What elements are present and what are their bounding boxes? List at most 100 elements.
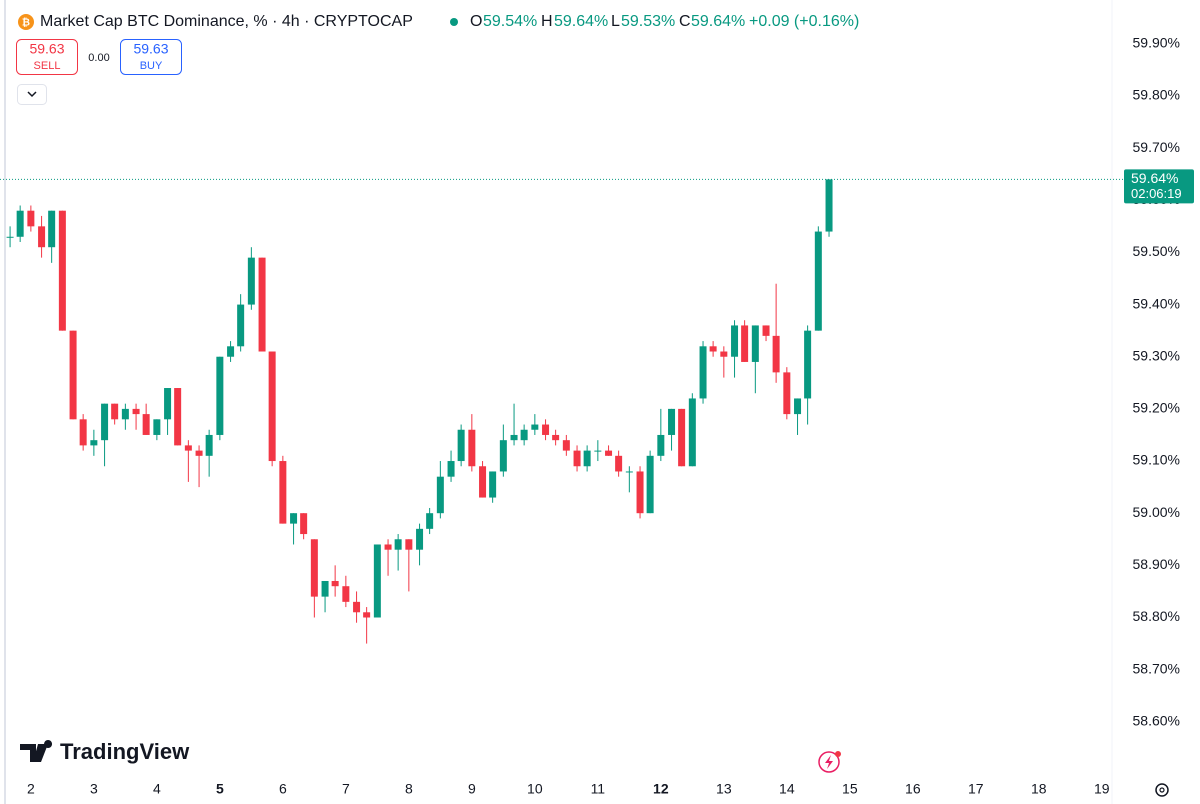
candle-body [405, 539, 413, 550]
x-tick-label: 13 [716, 781, 732, 797]
o-value: 59.54% [483, 13, 537, 30]
x-tick-label: 10 [527, 781, 543, 797]
y-tick-label: 59.20% [1133, 400, 1180, 416]
candle-body [290, 513, 298, 524]
candle-body [16, 210, 24, 237]
candle-body [542, 424, 550, 435]
collapse-button[interactable] [17, 84, 47, 105]
candle-body [300, 513, 308, 535]
candle-body [605, 450, 613, 456]
x-tick-label: 4 [153, 781, 161, 797]
x-tick-label: 16 [905, 781, 921, 797]
candle-body [668, 408, 676, 435]
candle-body [741, 325, 749, 362]
x-tick-label: 6 [279, 781, 287, 797]
c-label: C [679, 13, 691, 30]
candle-body [772, 335, 780, 373]
candle-body [762, 325, 770, 336]
candle-body [342, 586, 350, 602]
candle-body [90, 440, 98, 446]
candle-body [132, 408, 140, 415]
candle-body [247, 257, 255, 305]
x-tick-label: 14 [779, 781, 795, 797]
candle-body [594, 450, 602, 452]
candle-body [720, 351, 728, 357]
candle-body [321, 580, 329, 597]
x-tick-label: 7 [342, 781, 350, 797]
candle-body [468, 429, 476, 467]
candle-body [552, 434, 560, 441]
candle-body [731, 325, 739, 357]
candle-body [562, 440, 570, 451]
candle-body [373, 544, 381, 618]
candle-body [825, 179, 833, 232]
candle-body [142, 414, 150, 435]
y-tick-label: 59.30% [1133, 347, 1180, 363]
candle-body [6, 236, 14, 238]
candle-body [331, 580, 339, 587]
y-tick-label: 58.90% [1133, 556, 1180, 572]
candle-body [48, 210, 56, 248]
y-tick-label: 58.70% [1133, 660, 1180, 676]
last-price-label: 59.64% [1131, 170, 1178, 186]
candle-body [353, 601, 361, 613]
h-label: H [541, 13, 553, 30]
x-tick-label: 12 [653, 781, 669, 797]
candle-body [531, 424, 539, 430]
candle-body [310, 539, 318, 597]
l-value: 59.53% [621, 13, 675, 30]
candle-body [479, 466, 487, 498]
y-tick-label: 59.40% [1133, 295, 1180, 311]
y-tick-label: 59.70% [1133, 139, 1180, 155]
candle-body [510, 434, 518, 441]
candle-body [457, 429, 465, 462]
btc-icon-glyph: ₿ [22, 17, 30, 29]
candle-body [678, 408, 686, 467]
candle-body [79, 419, 87, 446]
candle-body [447, 461, 455, 477]
candle-body [227, 346, 235, 357]
candle-body [583, 450, 591, 467]
candle-body [814, 231, 822, 331]
o-label: O [470, 13, 482, 30]
x-tick-label: 2 [27, 781, 35, 797]
candle-body [709, 346, 717, 352]
candle-body [573, 450, 581, 467]
candle-body [101, 403, 109, 441]
candle-body [783, 372, 791, 415]
sell-button[interactable] [16, 39, 78, 75]
y-tick-label: 59.50% [1133, 243, 1180, 259]
candle-body [688, 398, 696, 467]
y-tick-label: 59.80% [1133, 87, 1180, 103]
logo-icon [20, 740, 53, 762]
settings-icon-core [1159, 787, 1165, 793]
chevron [27, 91, 37, 98]
candle-body [216, 356, 224, 435]
candle-body [258, 257, 266, 352]
candle-body [636, 471, 644, 514]
spread: 0.00 [88, 52, 109, 64]
candle-body [164, 388, 172, 420]
y-tick-label: 59.10% [1133, 452, 1180, 468]
x-tick-label: 9 [468, 781, 476, 797]
bolt-icon[interactable] [818, 751, 840, 773]
c-value: 59.64% [691, 13, 745, 30]
x-tick-label: 19 [1094, 781, 1110, 797]
candle-body [657, 434, 665, 456]
buy-button[interactable] [120, 39, 182, 75]
sell-price: 59.63 [29, 41, 64, 57]
x-tick-label: 17 [968, 781, 984, 797]
candle-body [615, 455, 623, 472]
candle-body [58, 210, 66, 331]
settings-icon[interactable] [1155, 783, 1169, 797]
candle-body [268, 351, 276, 462]
candle-body [625, 471, 633, 473]
candle-body [27, 210, 35, 227]
candle-body [699, 346, 707, 399]
candle-body [38, 226, 46, 248]
candle-body [794, 398, 802, 415]
badge [835, 751, 841, 757]
y-tick-label: 58.60% [1133, 713, 1180, 729]
x-tick-label: 5 [216, 781, 224, 797]
